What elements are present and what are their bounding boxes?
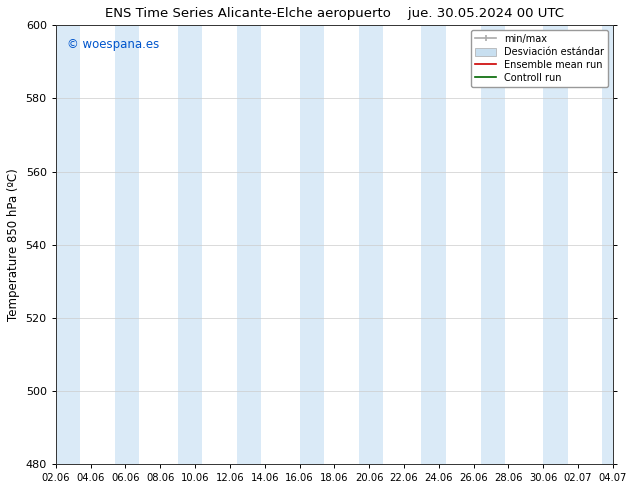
Bar xyxy=(359,25,383,464)
Y-axis label: Temperature 850 hPa (ºC): Temperature 850 hPa (ºC) xyxy=(7,168,20,321)
Bar xyxy=(115,25,139,464)
Bar xyxy=(56,25,80,464)
Bar xyxy=(481,25,505,464)
Bar xyxy=(422,25,446,464)
Bar xyxy=(543,25,567,464)
Bar xyxy=(299,25,324,464)
Bar xyxy=(178,25,202,464)
Legend: min/max, Desviación estándar, Ensemble mean run, Controll run: min/max, Desviación estándar, Ensemble m… xyxy=(471,30,608,87)
Bar xyxy=(237,25,261,464)
Title: ENS Time Series Alicante-Elche aeropuerto    jue. 30.05.2024 00 UTC: ENS Time Series Alicante-Elche aeropuert… xyxy=(105,7,564,20)
Bar xyxy=(602,25,627,464)
Text: © woespana.es: © woespana.es xyxy=(67,38,159,51)
